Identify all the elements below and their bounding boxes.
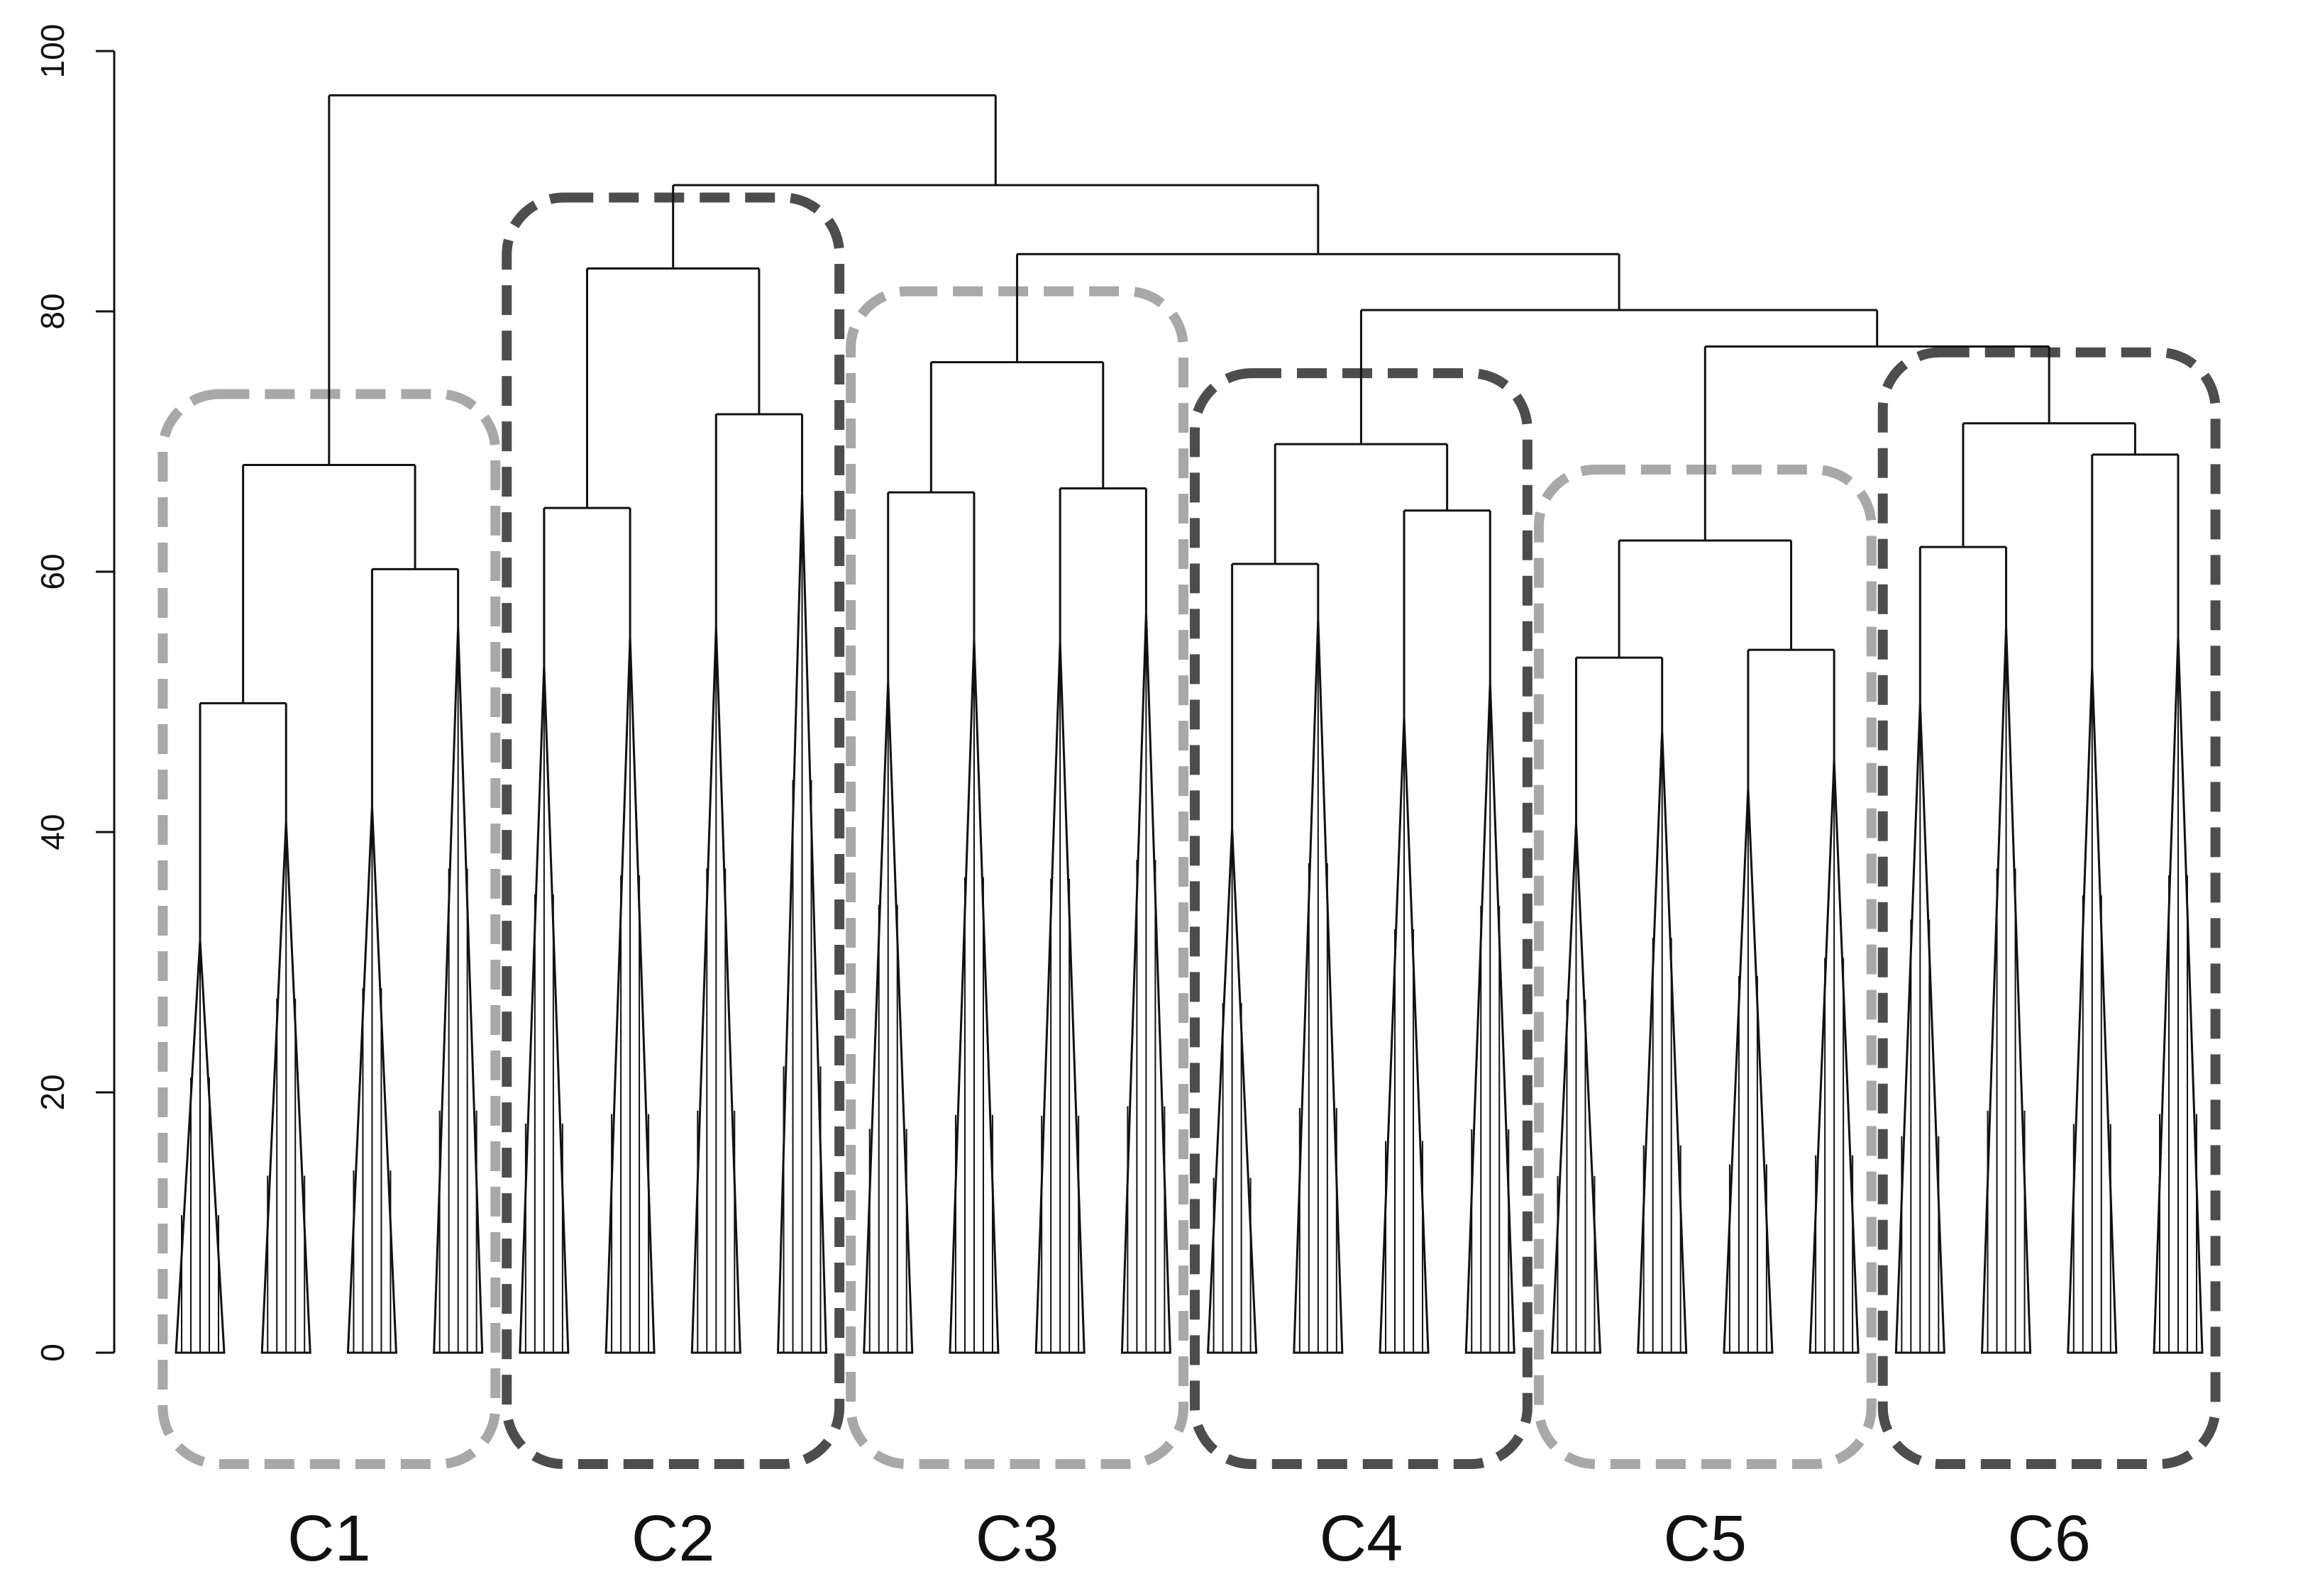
cluster-label: C1	[287, 1502, 371, 1575]
y-tick-label: 40	[34, 814, 71, 850]
y-tick-label: 60	[34, 553, 71, 589]
y-tick-label: 100	[34, 24, 71, 79]
cluster-box	[158, 389, 501, 1469]
cluster-box	[502, 192, 845, 1470]
y-tick-label: 20	[34, 1074, 71, 1110]
layer	[158, 192, 2221, 1470]
y-tick-label: 80	[34, 293, 71, 329]
cluster-label: C2	[631, 1502, 715, 1575]
layer: 0 20 40 60 80 100 C1 C2 C3 C4 C5 C6	[34, 24, 2204, 1575]
cluster-box	[1877, 347, 2221, 1469]
cluster-box	[1190, 368, 1532, 1469]
cluster-label: C5	[1663, 1502, 1747, 1575]
cluster-label: C4	[1320, 1502, 1403, 1575]
cluster-box	[846, 286, 1189, 1470]
cluster-label: C3	[976, 1502, 1059, 1575]
y-tick-label: 0	[34, 1343, 71, 1362]
cluster-box	[1533, 464, 1877, 1470]
cluster-label: C6	[2007, 1502, 2091, 1575]
